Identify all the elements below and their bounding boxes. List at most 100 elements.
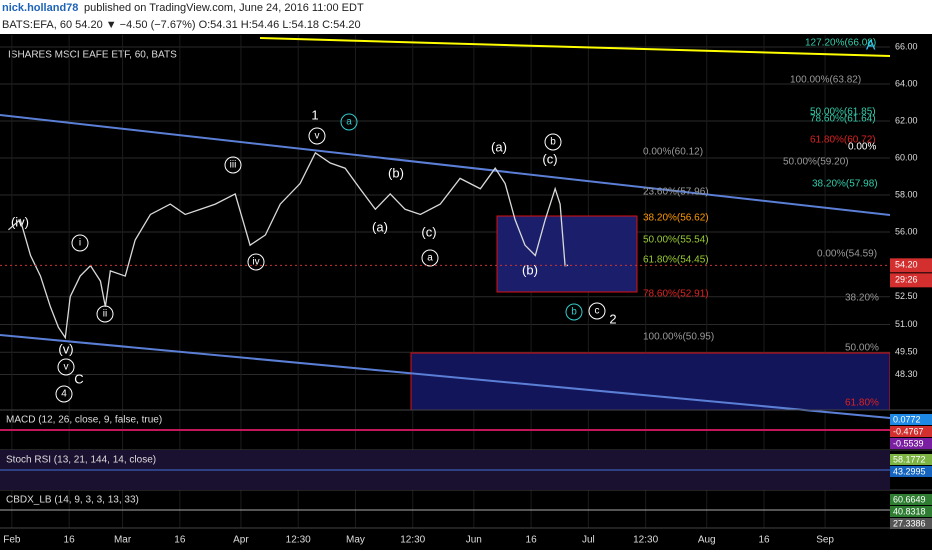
wave-label: 1 (311, 107, 318, 122)
y-tick-label: 62.00 (895, 115, 918, 125)
fib-label: 78.60%(61.64) (810, 114, 876, 125)
fib-label: 61.80%(60.72) (810, 135, 876, 146)
wave-label: b (571, 307, 577, 318)
y-tick-label: 60.00 (895, 152, 918, 162)
countdown-badge (890, 273, 932, 288)
x-tick-label: Feb (3, 535, 21, 546)
wave-label: ii (103, 309, 107, 320)
fib-label: 50.00% (845, 343, 879, 354)
fib-label: 38.20% (845, 293, 879, 304)
x-tick-label: 12:30 (633, 535, 658, 546)
y-tick-label: 56.00 (895, 226, 918, 236)
y-tick-label: 48.30 (895, 369, 918, 379)
fib-label: 50.00%(61.85) (810, 107, 876, 118)
header: nick.holland78 published on TradingView.… (0, 0, 932, 34)
value-badge (890, 466, 932, 477)
pane-title: CBDX_LB (14, 9, 3, 3, 13, 33) (6, 495, 139, 506)
fib-label: A (866, 37, 876, 53)
pane-title: MACD (12, 26, close, 9, false, true) (6, 415, 162, 426)
trend-line (259, 37, 891, 57)
wave-label: iv (252, 257, 259, 268)
box (410, 352, 891, 411)
wave-circle (421, 249, 439, 267)
wave-label: a (427, 253, 433, 264)
wave-label: 2 (609, 311, 616, 326)
x-tick-label: Jul (582, 535, 595, 546)
header-bg (0, 0, 932, 34)
wave-circle (57, 358, 75, 376)
x-tick-label: 12:30 (400, 535, 425, 546)
y-tick-label: 66.00 (895, 41, 918, 51)
wave-circle (565, 303, 583, 321)
annotations: 127.20%(66.08) 100.00%(63.82) 50.00%(61.… (643, 37, 879, 409)
x-tick-label: Sep (816, 535, 834, 546)
price-badge (890, 258, 932, 273)
wave-circle (308, 127, 326, 145)
box (496, 215, 638, 293)
x-tick-label: 16 (174, 535, 186, 546)
countdown-text: 29:26 (895, 275, 918, 285)
fib-label: 61.80%(54.45) (643, 255, 709, 266)
wave-circle (588, 302, 606, 320)
fib-label: 0.00%(54.59) (817, 249, 877, 260)
value-badge-text: 60.6649 (893, 494, 926, 504)
x-tick-label: Mar (114, 535, 132, 546)
wave-label: (c) (542, 151, 557, 166)
published: published on TradingView.com, June 24, 2… (84, 2, 364, 14)
value-badge (890, 454, 932, 465)
fib-label: 0.00%(60.12) (643, 147, 703, 158)
y-tick-label: 58.00 (895, 189, 918, 199)
x-tick-label: 16 (64, 535, 76, 546)
fib-label: 50.00%(55.54) (643, 235, 709, 246)
wave-label: (iv) (11, 214, 29, 229)
wave-label: (b) (388, 165, 404, 180)
chart-title: ISHARES MSCI EAFE ETF, 60, BATS (8, 50, 177, 61)
fib-label: 23.60%(57.96) (643, 187, 709, 198)
x-tick-label: 12:30 (286, 535, 311, 546)
fib-label: 127.20%(66.08) (805, 38, 876, 49)
value-badge (890, 414, 932, 425)
fib-label: 100.00%(50.95) (643, 332, 714, 343)
y-tick-label: 51.00 (895, 319, 918, 329)
fib-label: 100.00%(63.82) (790, 75, 861, 86)
wave-label: a (346, 117, 352, 128)
fib-label: 50.00%(59.20) (783, 157, 849, 168)
symbol-line: BATS:EFA, 60 54.20 ▼ −4.50 (−7.67%) O:54… (2, 19, 361, 31)
value-badge-text: -0.4767 (893, 426, 924, 436)
wave-labels: 1 v a iii (iv) i iv ii (v) v 4C (b) (a) (c) a (a) b (c) (b… (11, 107, 617, 403)
wave-label: iii (230, 160, 237, 171)
y-tick-label: 52.50 (895, 291, 918, 301)
wave-circle (71, 234, 89, 252)
fib-label: 38.20%(56.62) (643, 213, 709, 224)
fib-label: 38.20%(57.98) (812, 179, 878, 190)
pane-title: Stoch RSI (13, 21, 144, 14, close) (6, 455, 156, 466)
x-tick-label: Apr (233, 535, 249, 546)
wave-label: (b) (522, 262, 538, 277)
fib-label: 61.80% (845, 398, 879, 409)
fib-label: 78.60%(52.91) (643, 289, 709, 300)
trend-line (0, 114, 891, 216)
wave-label: (a) (372, 219, 388, 234)
wave-circle (544, 133, 562, 151)
value-badge-text: 43.2995 (893, 466, 926, 476)
value-badge-text: 27.3386 (893, 518, 926, 528)
wave-label: v (315, 131, 320, 142)
x-tick-label: 16 (526, 535, 538, 546)
wave-label: (a) (491, 139, 507, 154)
value-badge (890, 518, 932, 529)
price-line (7, 151, 569, 340)
wave-label: (v) (58, 341, 73, 356)
price-badge-text: 54.20 (895, 260, 918, 270)
wave-label: 4 (61, 389, 67, 400)
wave-label: v (64, 362, 69, 373)
wave-label: c (595, 306, 600, 317)
fib-label: 0.00% (848, 142, 876, 153)
wave-label: i (79, 238, 81, 249)
value-badge-text: -0.5539 (893, 438, 924, 448)
wave-circle (340, 113, 358, 131)
author[interactable]: nick.holland78 (2, 2, 78, 14)
x-tick-label: Jun (466, 535, 482, 546)
wave-circle (55, 385, 73, 403)
x-tick-label: 16 (758, 535, 770, 546)
